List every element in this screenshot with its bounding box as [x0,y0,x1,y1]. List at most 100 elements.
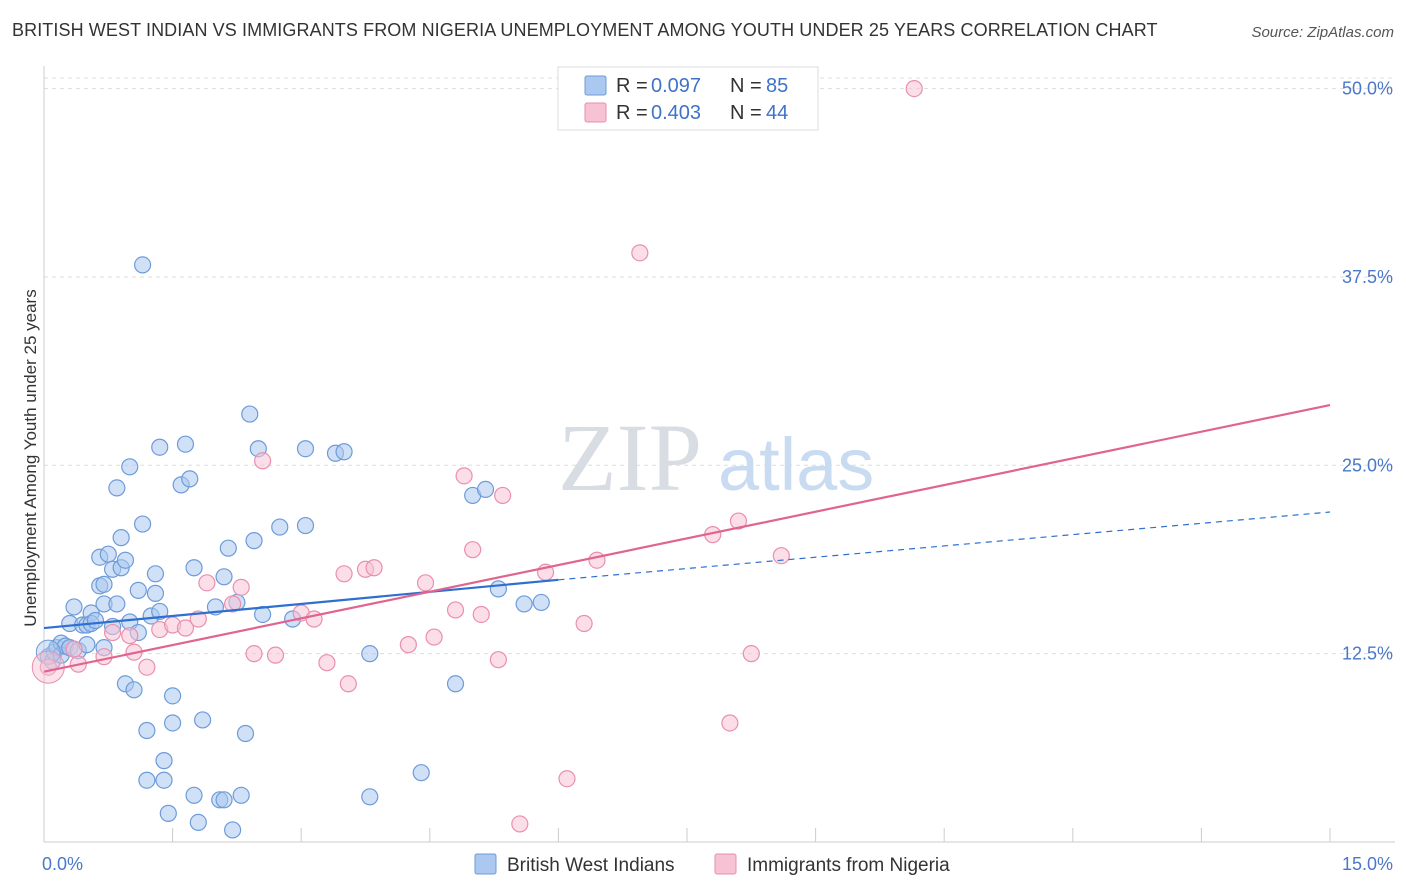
watermark-zip: ZIP [558,404,702,511]
point-1-43 [742,645,760,663]
point-0-82 [515,595,533,613]
point-0-44 [151,602,169,621]
point-0-43 [151,438,169,456]
point-1-29 [455,467,473,485]
point-0-39 [138,721,156,740]
point-1-17 [266,646,285,664]
point-1-10 [176,619,195,637]
point-0-72 [296,440,315,458]
point-0-29 [116,551,135,569]
point-1-37 [575,614,593,633]
point-0-38 [138,771,156,789]
bottom-legend-swatch-pink [714,853,737,875]
point-0-9 [65,598,83,616]
point-1-4 [103,623,122,642]
bottom-legend-label-0: British West Indians [507,855,675,876]
chart-title: BRITISH WEST INDIAN VS IMMIGRANTS FROM N… [12,20,1158,40]
point-0-61 [219,539,237,557]
legend-r-label-1: R = [616,102,648,124]
axis-ticks: 12.5% 25.0% 37.5% 50.0% 0.0% 15.0% [42,79,1393,874]
point-1-27 [425,628,443,646]
bottom-legend-label-1: Immigrants from Nigeria [747,855,950,876]
point-0-81 [489,580,507,598]
point-0-42 [146,584,165,602]
point-1-32 [489,651,507,669]
point-0-70 [271,518,289,536]
point-0-65 [236,724,255,743]
point-0-46 [155,771,173,789]
bottom-legend-swatch-blue [474,853,497,875]
trend-line-blue [43,578,559,630]
axes [43,66,1395,843]
legend-r-value-1: 0.403 [651,102,701,124]
point-0-52 [181,470,199,488]
x-tick-label-1: 15.0% [1342,854,1393,874]
legend-n-label-1: N = [730,102,762,124]
point-0-84 [446,675,465,693]
point-1-13 [224,595,242,613]
point-0-54 [185,786,203,804]
point-0-36 [133,515,152,533]
point-1-12 [198,574,216,592]
point-0-47 [159,804,177,822]
y-tick-label-1: 25.0% [1342,455,1393,475]
point-0-76 [361,645,379,663]
point-1-28 [446,601,465,619]
legend-n-label-0: N = [730,75,762,97]
legend-swatch-pink [584,102,607,123]
point-1-39 [631,244,649,262]
legend-r-value-0: 0.097 [651,75,701,97]
point-0-28 [112,529,130,547]
point-0-75 [335,443,353,461]
point-0-53 [185,559,203,577]
point-0-83 [532,593,550,612]
point-1-25 [399,636,417,654]
point-1-44 [772,547,790,565]
point-0-33 [125,681,143,699]
correlation-legend: R = 0.097 N = 85 R = 0.403 N = 44 [557,66,819,131]
point-0-49 [164,687,182,705]
point-0-64 [232,786,250,804]
watermark: ZIP atlas [558,404,874,511]
point-0-80 [476,480,495,499]
point-0-67 [245,532,263,550]
y-tick-label-3: 50.0% [1342,79,1393,99]
point-1-36 [558,770,576,788]
point-0-51 [176,435,195,453]
point-1-16 [254,452,272,470]
point-0-56 [194,711,212,729]
y-tick-label-2: 37.5% [1342,267,1393,287]
point-0-22 [99,545,117,563]
point-0-26 [108,479,126,497]
series-legend: British West Indians Immigrants from Nig… [474,853,950,876]
point-1-14 [232,578,250,596]
point-0-55 [189,813,207,832]
point-0-60 [215,568,233,586]
legend-r-label-0: R = [616,75,648,97]
point-1-33 [494,486,512,505]
point-0-62 [224,821,242,839]
point-0-37 [133,256,152,274]
watermark-atlas: atlas [718,423,874,506]
point-1-34 [511,815,529,833]
point-1-7 [138,658,156,676]
legend-n-value-1: 44 [766,102,788,124]
point-0-35 [129,581,147,599]
point-0-77 [361,788,379,806]
point-1-3 [95,648,113,666]
point-0-48 [164,714,182,732]
y-axis-label: Unemployment Among Youth under 25 years [21,289,40,626]
point-cluster-pink [31,650,65,684]
point-1-42 [729,512,748,530]
point-0-45 [155,752,173,770]
point-1-41 [721,714,739,732]
point-1-45 [905,80,923,98]
x-tick-label-0: 0.0% [42,854,83,874]
grid-lines [44,77,1395,655]
trend-line-pink [43,403,1331,673]
point-1-21 [335,565,353,583]
point-1-30 [464,541,482,559]
point-0-25 [108,595,126,613]
point-0-73 [296,516,315,535]
